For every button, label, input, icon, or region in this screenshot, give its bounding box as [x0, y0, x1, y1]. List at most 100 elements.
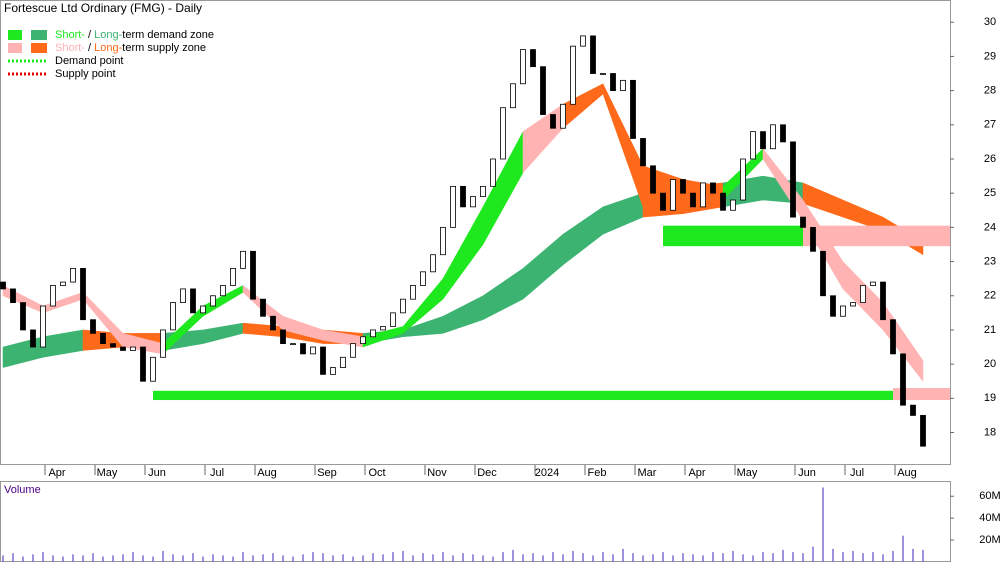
volume-bar [762, 552, 764, 562]
x-tick-label: Dec [477, 467, 497, 479]
volume-bar [202, 556, 204, 562]
volume-bar [902, 535, 904, 562]
legend-part: Long- [94, 29, 122, 41]
volume-bar [442, 552, 444, 562]
candle [100, 332, 106, 345]
volume-bar [462, 553, 464, 562]
x-tick-label: May [737, 467, 758, 479]
candle [710, 182, 716, 194]
volume-bar [782, 549, 784, 562]
candle [520, 49, 526, 85]
candle [620, 79, 626, 92]
candle [270, 315, 276, 331]
volume-bar [502, 552, 504, 562]
candle [450, 185, 456, 228]
x-tick-label: Nov [427, 467, 447, 479]
volume-bar [642, 555, 644, 562]
volume-bar [672, 555, 674, 562]
candle [120, 346, 126, 351]
candle [740, 158, 746, 201]
volume-bar [882, 554, 884, 562]
volume-bar [892, 551, 894, 562]
candle [670, 179, 676, 211]
candle [650, 165, 656, 194]
y-tick-label: 24 [984, 221, 996, 233]
volume-bar [182, 555, 184, 562]
y-tick-label: 22 [984, 290, 996, 302]
x-tick-label: Aug [897, 467, 917, 479]
candle [660, 192, 666, 211]
volume-bar [752, 555, 754, 562]
candle [80, 268, 86, 321]
volume-bar [522, 554, 524, 562]
volume-bar [42, 552, 44, 562]
candle [780, 124, 786, 143]
candle [790, 141, 796, 218]
x-tick-label: Jun [798, 467, 816, 479]
price-panel [0, 0, 951, 465]
zone [153, 390, 893, 401]
volume-bar [162, 551, 164, 562]
x-tick-label: Jul [850, 467, 864, 479]
volume-bar [712, 552, 714, 562]
volume-bar [702, 555, 704, 562]
volume-bar [732, 551, 734, 562]
candle [460, 185, 466, 208]
volume-bar [192, 553, 194, 562]
volume-tick-label: 60M [979, 490, 1000, 502]
candle [190, 288, 196, 314]
candle [90, 319, 96, 334]
candle [850, 302, 856, 307]
volume-bar [772, 553, 774, 562]
candles [0, 35, 926, 447]
volume-bar [342, 554, 344, 562]
x-tick-label: Apr [48, 467, 65, 479]
volume: 20M 40M 60M [2, 487, 1000, 562]
candle [260, 298, 266, 317]
candle [70, 268, 76, 283]
candle [240, 250, 246, 269]
candle [320, 346, 326, 375]
volume-bar [72, 554, 74, 562]
volume-bar [652, 554, 654, 562]
candle [570, 45, 576, 105]
x-tick-label: Apr [688, 467, 705, 479]
candle [750, 131, 756, 160]
candle [820, 250, 826, 297]
volume-tick-label: 40M [979, 512, 1000, 524]
volume-bar [912, 548, 914, 562]
volume-bar [482, 555, 484, 562]
candle [640, 138, 646, 167]
volume-bar [222, 555, 224, 562]
volume-bar [532, 553, 534, 562]
candle [900, 353, 906, 406]
volume-bar [792, 552, 794, 562]
legend-swatch [8, 30, 22, 40]
volume-bar [32, 554, 34, 562]
volume-bar [552, 552, 554, 562]
candle [870, 281, 876, 286]
volume-bar [722, 553, 724, 562]
volume-bar [872, 552, 874, 562]
candle [380, 326, 386, 331]
volume-bar [402, 551, 404, 562]
candle [170, 302, 176, 331]
candle [160, 329, 166, 358]
legend-swatch [31, 43, 47, 53]
candle [840, 305, 846, 317]
volume-bar [372, 553, 374, 562]
x-tick-label: 2024 [535, 467, 559, 479]
candle [470, 196, 476, 208]
x-tick-label: Jul [210, 467, 224, 479]
volume-bar [152, 556, 154, 562]
candle [500, 107, 506, 160]
volume-bar [112, 555, 114, 562]
candle [400, 298, 406, 314]
volume-bar [742, 554, 744, 562]
candle [290, 343, 296, 346]
volume-bar [302, 554, 304, 562]
volume-bar [132, 552, 134, 562]
volume-bar [292, 556, 294, 562]
volume-bar [352, 556, 354, 562]
